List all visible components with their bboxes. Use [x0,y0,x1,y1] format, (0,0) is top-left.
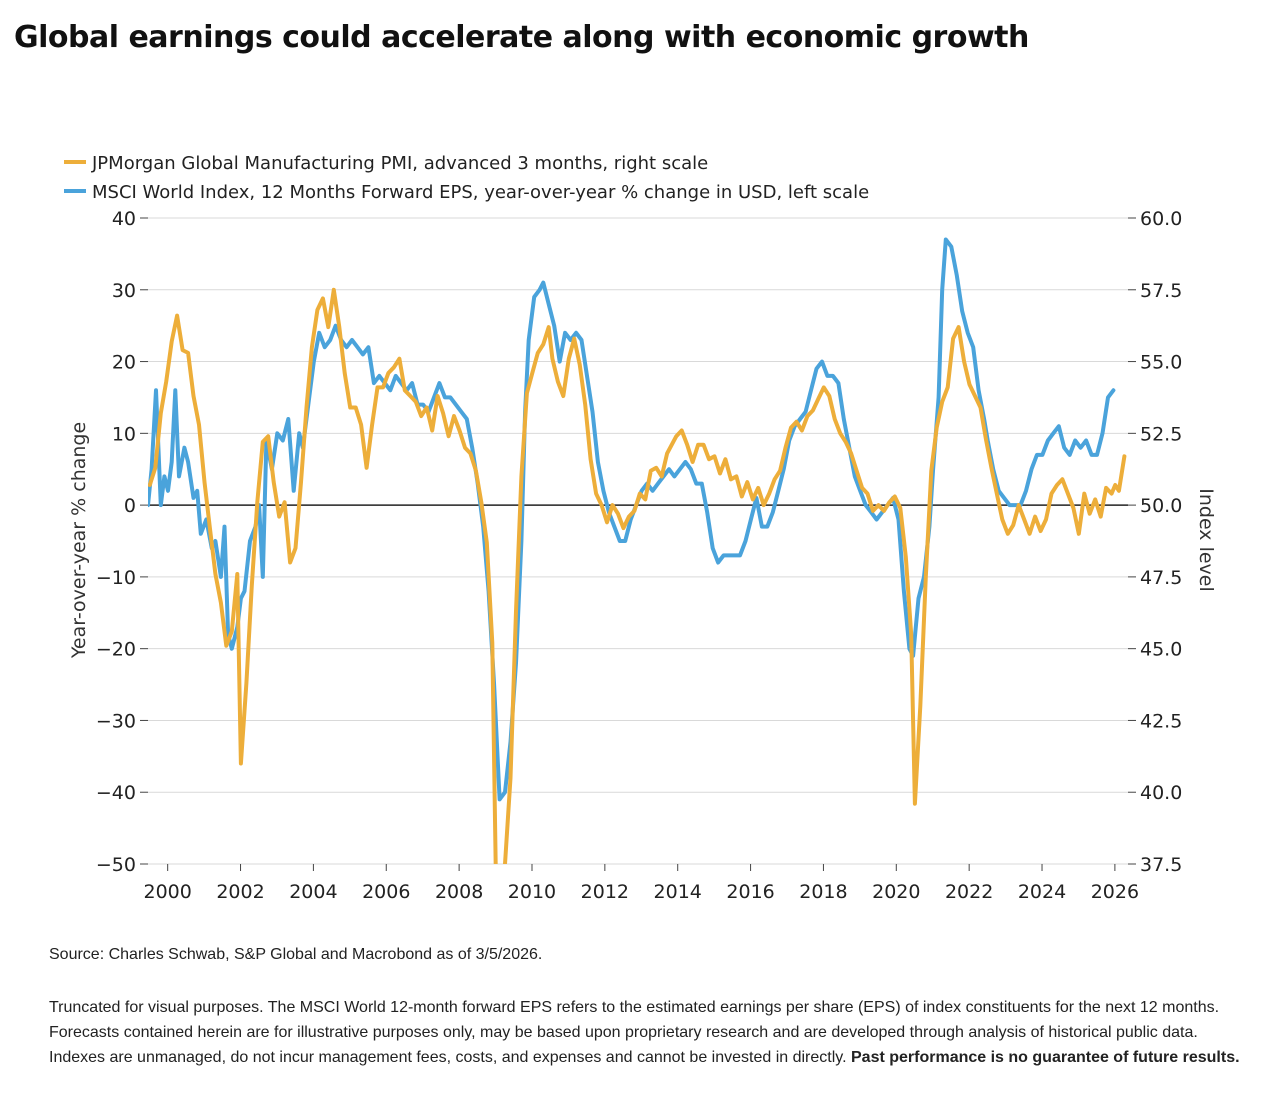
x-tick-label: 2020 [872,881,920,903]
x-tick-label: 2026 [1091,881,1139,903]
right-tick-label: 45.0 [1140,639,1182,661]
left-tick-label: −50 [96,854,136,876]
right-tick-label: 55.0 [1140,352,1182,374]
left-tick-label: −40 [96,782,136,804]
chart: JPMorgan Global Manufacturing PMI, advan… [64,153,1217,903]
left-axis-title: Year-over-year % change [68,422,90,659]
left-tick-label: −30 [96,710,136,732]
x-tick-label: 2008 [435,881,483,903]
right-axis-title: Index level [1195,488,1217,592]
left-tick-label: −20 [96,639,136,661]
left-tick-label: 10 [112,423,136,445]
right-tick-label: 50.0 [1140,495,1182,517]
x-tick-label: 2016 [726,881,774,903]
x-tick-label: 2018 [799,881,847,903]
right-tick-label: 37.5 [1140,854,1182,876]
x-tick-label: 2002 [216,881,264,903]
x-tick-label: 2024 [1018,881,1066,903]
source-note: Source: Charles Schwab, S&P Global and M… [49,946,543,963]
page-title: Global earnings could accelerate along w… [14,20,1029,55]
series-line-pmi [148,287,1127,864]
right-tick-label: 42.5 [1140,710,1182,732]
x-tick-label: 2014 [654,881,702,903]
x-tick-label: 2010 [508,881,556,903]
disclaimer-bold: Past performance is no guarantee of futu… [851,1049,1240,1066]
left-tick-label: −10 [96,567,136,589]
disclaimer-text: Truncated for visual purposes. The MSCI … [49,999,1220,1066]
left-tick-label: 40 [112,208,136,230]
left-tick-label: 0 [124,495,136,517]
gridlines [148,217,1128,865]
x-tick-label: 2006 [362,881,410,903]
x-tick-label: 2004 [289,881,337,903]
series-lines [148,237,1127,864]
series-line-eps [148,237,1116,802]
right-tick-label: 52.5 [1140,423,1182,445]
legend-label-eps: MSCI World Index, 12 Months Forward EPS,… [92,182,869,203]
x-tick-label: 2022 [945,881,993,903]
x-tick-label: 2000 [143,881,191,903]
right-tick-label: 40.0 [1140,782,1182,804]
legend-label-pmi: JPMorgan Global Manufacturing PMI, advan… [91,153,708,174]
x-tick-label: 2012 [581,881,629,903]
x-axis: 2000 2002 2004 2006 2008 2010 2012 2014 2016 2018… [143,864,1139,903]
left-tick-label: 20 [112,352,136,374]
left-tick-label: 30 [112,280,136,302]
right-tick-label: 57.5 [1140,280,1182,302]
right-axis: 60.0 57.5 55.0 52.5 50.0 47.5 45.0 42.5 40.0 37.5 [1128,208,1182,876]
legend: JPMorgan Global Manufacturing PMI, advan… [64,153,869,203]
left-axis: 40 30 20 10 0 −10 −20 −30 −40 −50 [96,208,148,876]
right-tick-label: 60.0 [1140,208,1182,230]
right-tick-label: 47.5 [1140,567,1182,589]
disclaimer: Truncated for visual purposes. The MSCI … [49,995,1249,1070]
